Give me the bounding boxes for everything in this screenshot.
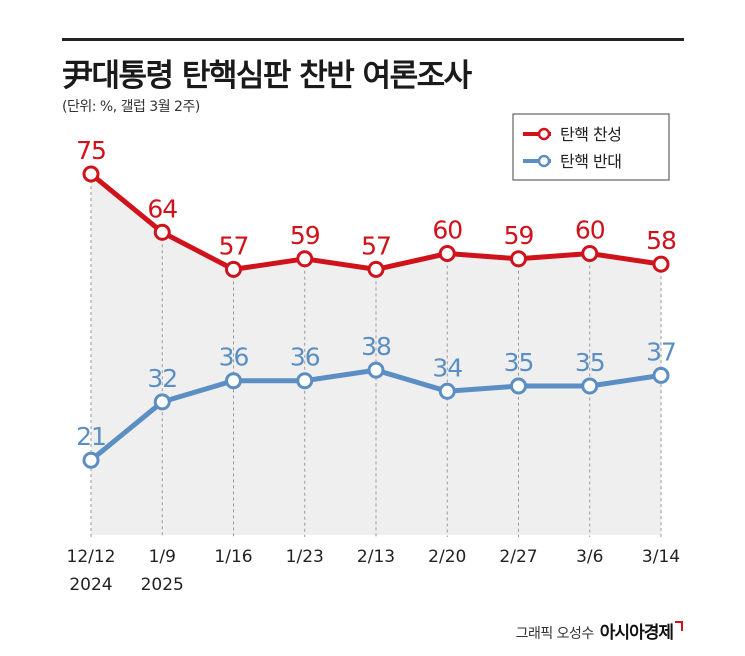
data-label: 59 xyxy=(290,221,320,250)
x-tick-year: 2024 xyxy=(69,575,112,595)
x-tick-label: 2/13 xyxy=(357,547,395,567)
data-point xyxy=(438,245,456,262)
data-point xyxy=(510,377,527,395)
data-point xyxy=(225,372,242,390)
data-label: 21 xyxy=(76,422,106,451)
credit-author: 그래픽 오성수 xyxy=(515,626,595,642)
data-point xyxy=(367,260,385,278)
x-axis: 12/12 2024 1/9 2025 1/16 1/23 2/13 2/20 2/27 3/6 3… xyxy=(67,547,681,595)
data-label: 57 xyxy=(361,231,391,260)
data-point xyxy=(581,377,599,395)
data-label: 36 xyxy=(290,343,320,372)
data-label: 59 xyxy=(504,221,534,250)
legend-label: 탄핵 찬성 xyxy=(560,125,621,144)
x-tick-label: 3/14 xyxy=(642,547,680,567)
x-tick-label: 12/12 xyxy=(67,547,116,567)
data-label: 60 xyxy=(575,216,605,245)
data-label: 64 xyxy=(147,194,177,223)
data-label: 38 xyxy=(361,332,391,361)
chart-title: 尹대통령 탄핵심판 찬반 여론조사 xyxy=(62,58,472,94)
x-tick-label: 1/9 xyxy=(149,547,176,567)
chart-subtitle: (단위: %, 갤럽 3월 2주) xyxy=(62,99,200,115)
x-tick-label: 1/16 xyxy=(214,547,252,567)
data-point xyxy=(82,165,100,183)
publisher-logo: 아시아경제 xyxy=(599,623,674,643)
x-tick-label: 2/27 xyxy=(499,547,537,567)
publisher-mark-icon xyxy=(675,621,683,631)
legend-swatch-marker xyxy=(537,154,551,168)
data-labels: 75 64 57 59 57 60 59 60 58 21 32 36 36 38 34 35 35 37 xyxy=(76,136,677,451)
data-point xyxy=(367,361,385,379)
data-label: 35 xyxy=(575,348,605,377)
data-point xyxy=(296,250,314,268)
data-point xyxy=(296,372,314,390)
data-label: 34 xyxy=(432,353,462,382)
x-tick-label: 2/20 xyxy=(428,547,466,567)
gridlines xyxy=(90,174,662,537)
data-label: 36 xyxy=(219,343,249,372)
data-label: 35 xyxy=(504,348,534,377)
x-tick-label: 1/23 xyxy=(286,547,324,567)
data-point xyxy=(153,223,171,241)
data-point xyxy=(510,250,527,268)
data-label: 32 xyxy=(147,364,177,393)
x-tick-year: 2025 xyxy=(141,575,184,595)
credit: 그래픽 오성수 아시아경제 xyxy=(516,618,683,643)
data-point xyxy=(153,393,171,411)
x-tick-label: 3/6 xyxy=(576,547,603,567)
top-rule xyxy=(62,38,684,41)
data-point xyxy=(652,255,670,273)
data-label: 37 xyxy=(646,337,676,366)
legend-swatch-marker xyxy=(537,127,551,141)
series-layer xyxy=(82,165,670,469)
data-label: 60 xyxy=(432,216,462,245)
data-label: 57 xyxy=(219,231,249,260)
legend-label: 탄핵 반대 xyxy=(560,152,621,171)
data-label: 58 xyxy=(646,226,676,255)
data-point xyxy=(225,260,242,278)
legend-box xyxy=(512,113,670,181)
data-point xyxy=(652,366,670,384)
data-point xyxy=(82,451,100,469)
data-label: 75 xyxy=(76,136,106,165)
data-point xyxy=(581,245,599,262)
data-point xyxy=(438,382,456,400)
